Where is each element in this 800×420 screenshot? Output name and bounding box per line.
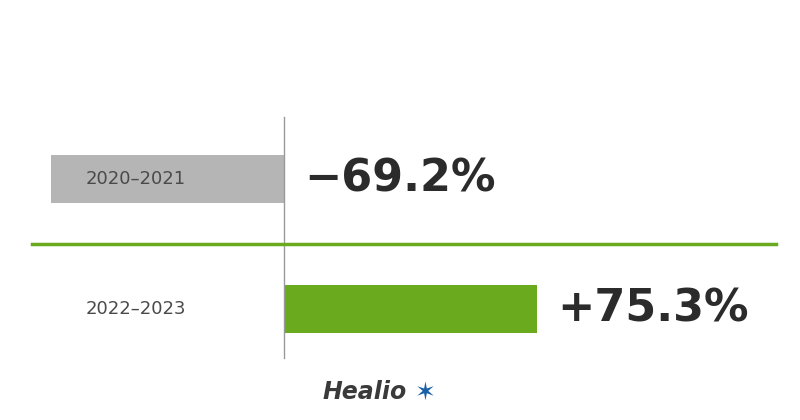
Text: Healio: Healio [322,380,406,404]
Text: −69.2%: −69.2% [304,158,495,201]
Bar [51,155,284,203]
Text: ✶: ✶ [414,380,435,404]
Text: +75.3%: +75.3% [557,287,749,331]
Text: Change in bronchiolitis hospitalizations compared: Change in bronchiolitis hospitalizations… [97,32,703,52]
Text: 2022–2023: 2022–2023 [86,300,186,318]
Text: with the median admission rate before COVID-19:: with the median admission rate before CO… [98,79,702,99]
Text: 2020–2021: 2020–2021 [86,170,186,188]
Bar [284,285,537,333]
